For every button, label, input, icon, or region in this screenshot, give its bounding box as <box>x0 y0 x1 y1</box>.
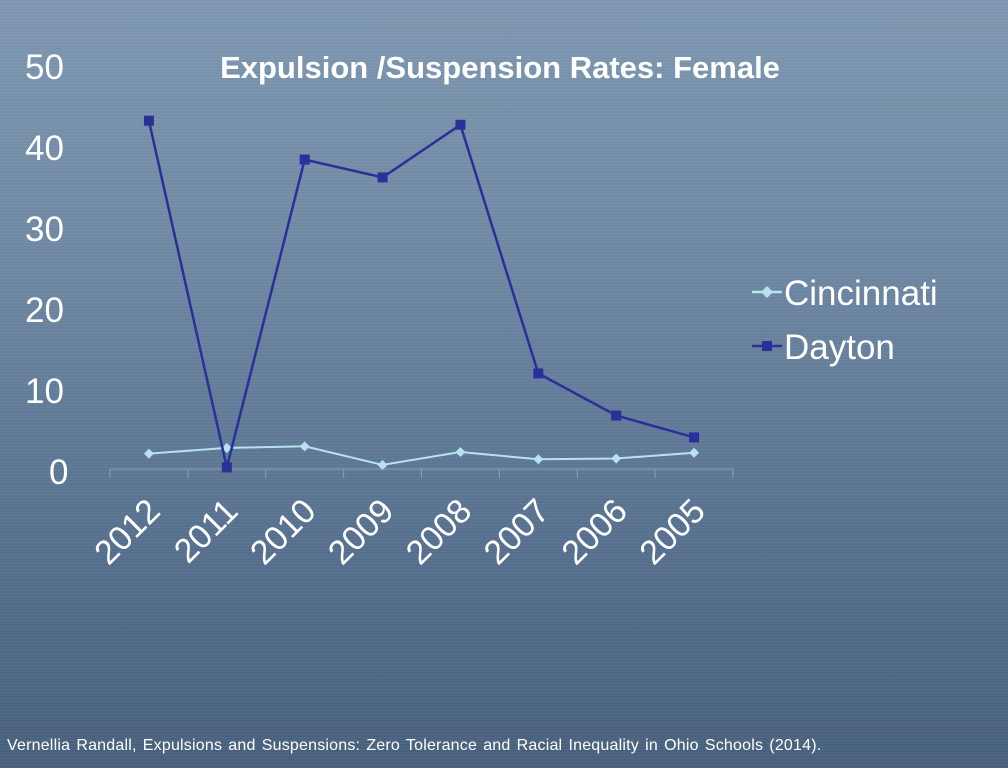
data-point <box>689 447 700 458</box>
source-citation: Vernellia Randall, Expulsions and Suspen… <box>7 737 822 754</box>
x-tick-label: 2010 <box>243 492 323 572</box>
x-tick-label: 2008 <box>399 492 479 572</box>
data-point <box>221 462 232 473</box>
y-tick-label: 30 <box>25 210 64 249</box>
data-point <box>143 115 154 126</box>
y-tick-label: 0 <box>49 453 68 492</box>
chart-title: Expulsion /Suspension Rates: Female <box>220 50 780 85</box>
data-point <box>143 448 154 459</box>
x-tick-label: 2012 <box>87 492 167 572</box>
data-point <box>377 459 388 470</box>
series-line <box>147 120 695 468</box>
series-dayton <box>143 115 700 473</box>
x-tick-label: 2005 <box>632 492 712 572</box>
y-tick-label: 10 <box>25 372 64 411</box>
data-point <box>377 172 388 183</box>
x-tick-label: 2011 <box>167 492 246 571</box>
data-point <box>455 119 466 130</box>
data-point <box>611 410 622 421</box>
legend: Cincinnati Dayton <box>752 274 938 367</box>
data-point <box>689 432 700 443</box>
series-cincinnati <box>143 441 700 470</box>
plot-area <box>143 115 700 473</box>
y-tick-label: 40 <box>25 129 64 168</box>
legend-item-cincinnati: Cincinnati <box>752 274 938 313</box>
data-point <box>533 454 544 465</box>
series-line <box>148 445 695 466</box>
x-tick-label: 2007 <box>477 492 557 572</box>
x-tick-label: 2009 <box>321 492 401 572</box>
legend-item-dayton: Dayton <box>752 328 895 367</box>
data-point <box>533 368 544 379</box>
legend-marker-square-icon <box>762 341 772 351</box>
data-point <box>611 453 622 464</box>
y-tick-label: 50 <box>25 48 64 87</box>
data-point <box>299 154 310 165</box>
x-tick-label: 2006 <box>554 492 634 572</box>
legend-label-dayton: Dayton <box>784 328 895 367</box>
data-point <box>455 446 466 457</box>
y-axis: 50 40 30 20 10 0 <box>25 48 68 492</box>
y-tick-label: 20 <box>25 291 64 330</box>
legend-label-cincinnati: Cincinnati <box>784 274 938 313</box>
data-point <box>299 441 310 452</box>
legend-marker-diamond-icon <box>761 286 773 298</box>
data-point <box>221 442 232 453</box>
